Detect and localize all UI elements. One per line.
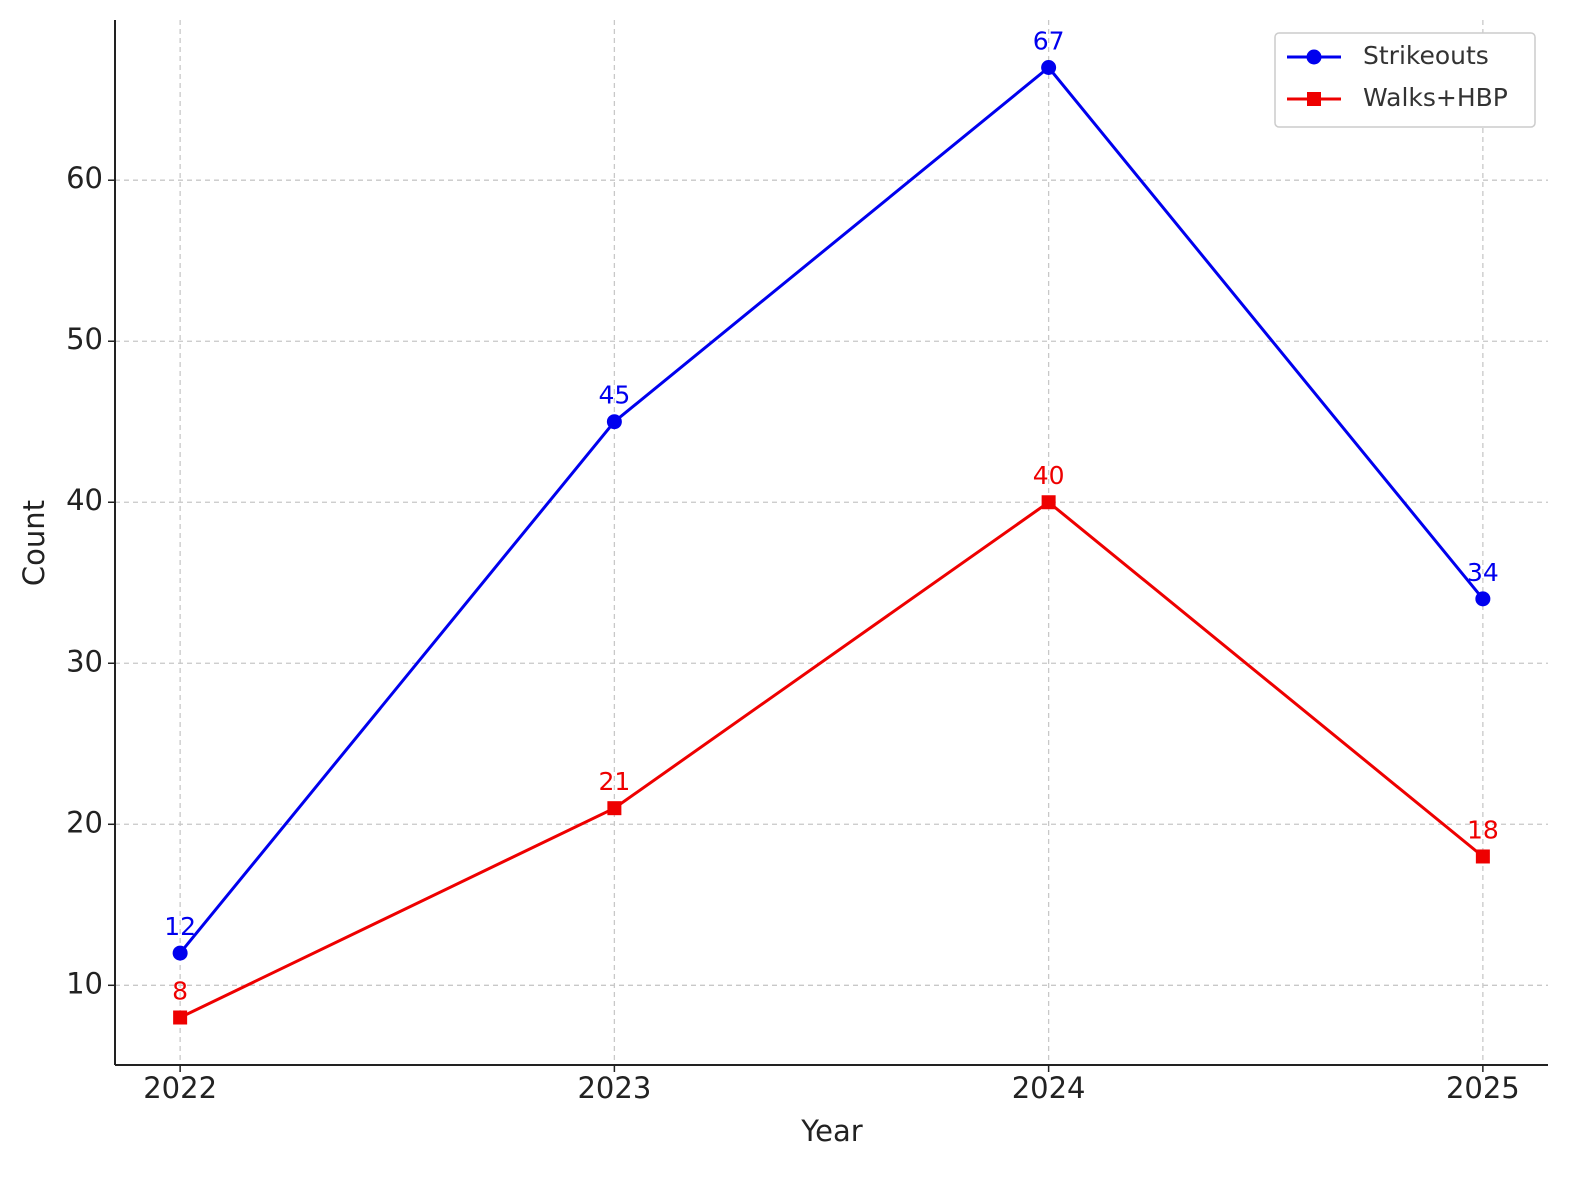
marker (1041, 60, 1057, 75)
x-tick-label: 2023 (577, 1071, 651, 1105)
marker (1041, 495, 1056, 510)
data-label: 40 (1033, 461, 1065, 490)
marker (607, 801, 622, 816)
series-line (178, 65, 1485, 955)
y-axis-label: Count (17, 500, 51, 586)
data-label: 8 (172, 977, 188, 1006)
x-axis-label: Year (800, 1114, 862, 1148)
data-label: 67 (1033, 27, 1065, 56)
legend-label: Strikeouts (1363, 41, 1489, 70)
y-tick-label: 60 (66, 161, 103, 195)
x-tick-label: 2024 (1012, 1071, 1086, 1105)
legend-marker (1306, 49, 1322, 65)
marker (1475, 849, 1490, 864)
data-label: 34 (1467, 558, 1499, 587)
y-tick-label: 20 (66, 805, 103, 839)
data-label: 18 (1467, 815, 1499, 844)
legend-label: Walks+HBP (1363, 83, 1508, 112)
y-tick-label: 30 (66, 644, 103, 678)
data-label: 45 (598, 381, 630, 410)
marker (1475, 591, 1491, 607)
legend-marker (1307, 92, 1321, 106)
marker (173, 1010, 188, 1025)
x-tick-label: 2022 (143, 1071, 217, 1105)
y-tick-label: 40 (66, 483, 103, 517)
x-tick-label: 2025 (1446, 1071, 1520, 1105)
y-tick-label: 50 (66, 322, 103, 356)
marker (172, 945, 188, 961)
y-tick-label: 10 (66, 966, 103, 1000)
marker (606, 414, 622, 430)
data-label: 12 (164, 912, 196, 941)
series-line (179, 500, 1484, 1019)
data-label: 21 (598, 767, 630, 796)
legend: Strikeouts Walks+HBP (1274, 32, 1536, 128)
